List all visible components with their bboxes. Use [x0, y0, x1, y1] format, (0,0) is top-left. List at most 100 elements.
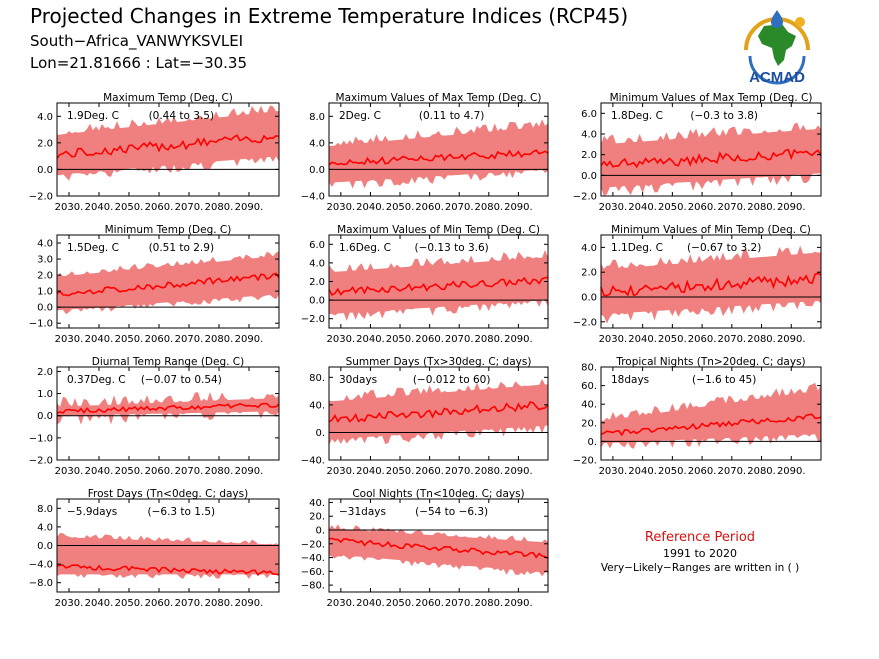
x-tick-label: 2050.: [115, 598, 144, 609]
x-tick-label: 2050.: [115, 466, 144, 477]
reference-legend: Reference Period 1991 to 2020 Very−Likel…: [590, 530, 810, 574]
y-tick-label: −2.0: [29, 456, 53, 467]
x-tick-label: 2080.: [474, 598, 503, 609]
x-tick-label: 2090.: [504, 202, 533, 213]
x-tick-label: 2050.: [386, 202, 415, 213]
x-tick-label: 2060.: [415, 202, 444, 213]
y-tick-label: 2.0: [309, 277, 325, 288]
change-label: 0.37Deg. C: [67, 374, 126, 386]
station-coordinates: Lon=21.81666 : Lat=−30.35: [30, 54, 248, 72]
y-tick-label: 6.0: [309, 240, 325, 251]
y-tick-label: −1.0: [29, 319, 53, 330]
x-tick-label: 2070.: [175, 598, 204, 609]
range-label: (−0.67 to 3.2): [687, 242, 761, 254]
chart-title: Cool Nights (Tn<10deg. C; days): [352, 488, 524, 500]
chart-title: Minimum Temp (Deg. C): [105, 224, 232, 236]
likely-range-band: [601, 245, 821, 324]
reference-title: Reference Period: [644, 530, 756, 545]
y-tick-label: 4.0: [309, 258, 325, 269]
y-tick-label: 0.0: [309, 165, 325, 176]
x-tick-label: 2070.: [717, 466, 746, 477]
x-tick-label: 2030.: [55, 466, 84, 477]
range-label: (−0.3 to 3.8): [690, 110, 758, 122]
y-tick-label: 2.0: [581, 150, 597, 161]
chart-panel: −40. 0. 40. 80. 2030. 2040. 2050. 2060. 2070. 208…: [301, 356, 549, 477]
y-tick-label: 4.0: [581, 130, 597, 141]
x-tick-label: 2060.: [415, 466, 444, 477]
acmad-logo: ACMAD: [744, 10, 810, 86]
x-tick-label: 2040.: [85, 598, 114, 609]
chart-panel: −2.0 0.0 2.0 4.0 6.0 2030. 2040. 2050. 2060. 2070…: [301, 224, 549, 345]
y-tick-label: 40.: [581, 400, 597, 411]
change-label: 1.1Deg. C: [611, 242, 663, 254]
chart-title: Maximum Values of Min Temp (Deg. C): [337, 224, 540, 236]
x-tick-label: 2040.: [356, 334, 385, 345]
x-tick-label: 2060.: [145, 466, 174, 477]
y-tick-label: −60.: [301, 567, 325, 578]
x-tick-label: 2060.: [688, 466, 717, 477]
y-tick-label: 20.: [309, 512, 325, 523]
median-line: [56, 402, 280, 415]
x-tick-label: 2050.: [658, 202, 687, 213]
plot-frame: [600, 102, 822, 197]
median-line: [56, 564, 280, 576]
y-tick-label: 0.: [315, 428, 325, 439]
x-tick-label: 2050.: [115, 202, 144, 213]
x-tick-label: 2070.: [717, 202, 746, 213]
y-tick-label: 0.: [315, 526, 325, 537]
x-tick-label: 2040.: [628, 334, 657, 345]
x-tick-label: 2060.: [688, 202, 717, 213]
x-tick-label: 2080.: [205, 598, 234, 609]
x-tick-label: 2050.: [115, 334, 144, 345]
x-tick-label: 2080.: [747, 334, 776, 345]
y-tick-label: 4.0: [37, 522, 53, 533]
x-tick-label: 2080.: [205, 334, 234, 345]
change-label: 2Deg. C: [339, 110, 381, 122]
y-tick-label: −40.: [301, 553, 325, 564]
x-tick-label: 2080.: [205, 466, 234, 477]
x-tick-label: 2090.: [235, 334, 264, 345]
chart-title: Diurnal Temp Range (Deg. C): [92, 356, 244, 368]
change-label: 1.9Deg. C: [67, 110, 119, 122]
x-tick-label: 2090.: [777, 202, 806, 213]
median-line: [328, 276, 549, 296]
y-tick-label: 4.0: [309, 138, 325, 149]
x-tick-label: 2030.: [599, 202, 628, 213]
chart-panel: −20.0.20.40.60.80.2030. 2040. 2050. 2060. 20…: [573, 356, 822, 477]
x-tick-label: 2050.: [386, 466, 415, 477]
x-tick-label: 2040.: [356, 202, 385, 213]
chart-panel: −2.0 0.0 2.0 4.0 6.0 2030. 2040. 2050. 2060. 2070…: [573, 92, 822, 213]
y-tick-label: 3.0: [37, 255, 53, 266]
figure-title: Projected Changes in Extreme Temperature…: [30, 4, 629, 28]
y-tick-label: −2.0: [573, 317, 597, 328]
x-tick-label: 2040.: [85, 202, 114, 213]
plot-frame: [56, 366, 280, 461]
plot-frame: [56, 234, 280, 329]
y-tick-label: 0.0: [309, 296, 325, 307]
x-tick-label: 2030.: [327, 334, 356, 345]
median-line: [328, 149, 549, 166]
plot-frame: [600, 366, 822, 461]
x-tick-label: 2090.: [504, 466, 533, 477]
chart-title: Summer Days (Tx>30deg. C; days): [346, 356, 532, 368]
x-tick-label: 2080.: [747, 466, 776, 477]
x-tick-label: 2090.: [235, 202, 264, 213]
y-tick-label: 6.0: [581, 109, 597, 120]
median-line: [600, 413, 822, 437]
x-tick-label: 2090.: [777, 334, 806, 345]
x-tick-label: 2030.: [599, 466, 628, 477]
median-line: [56, 134, 280, 159]
x-tick-label: 2050.: [386, 598, 415, 609]
y-tick-label: 8.0: [309, 112, 325, 123]
x-tick-label: 2070.: [445, 598, 474, 609]
y-tick-label: 0.: [587, 437, 597, 448]
y-tick-label: 0.0: [37, 411, 53, 422]
x-tick-label: 2030.: [55, 202, 84, 213]
x-tick-label: 2030.: [327, 466, 356, 477]
chart-title: Minimum Values of Min Temp (Deg. C): [611, 224, 811, 236]
x-tick-label: 2090.: [777, 466, 806, 477]
y-tick-label: −4.0: [301, 192, 325, 203]
